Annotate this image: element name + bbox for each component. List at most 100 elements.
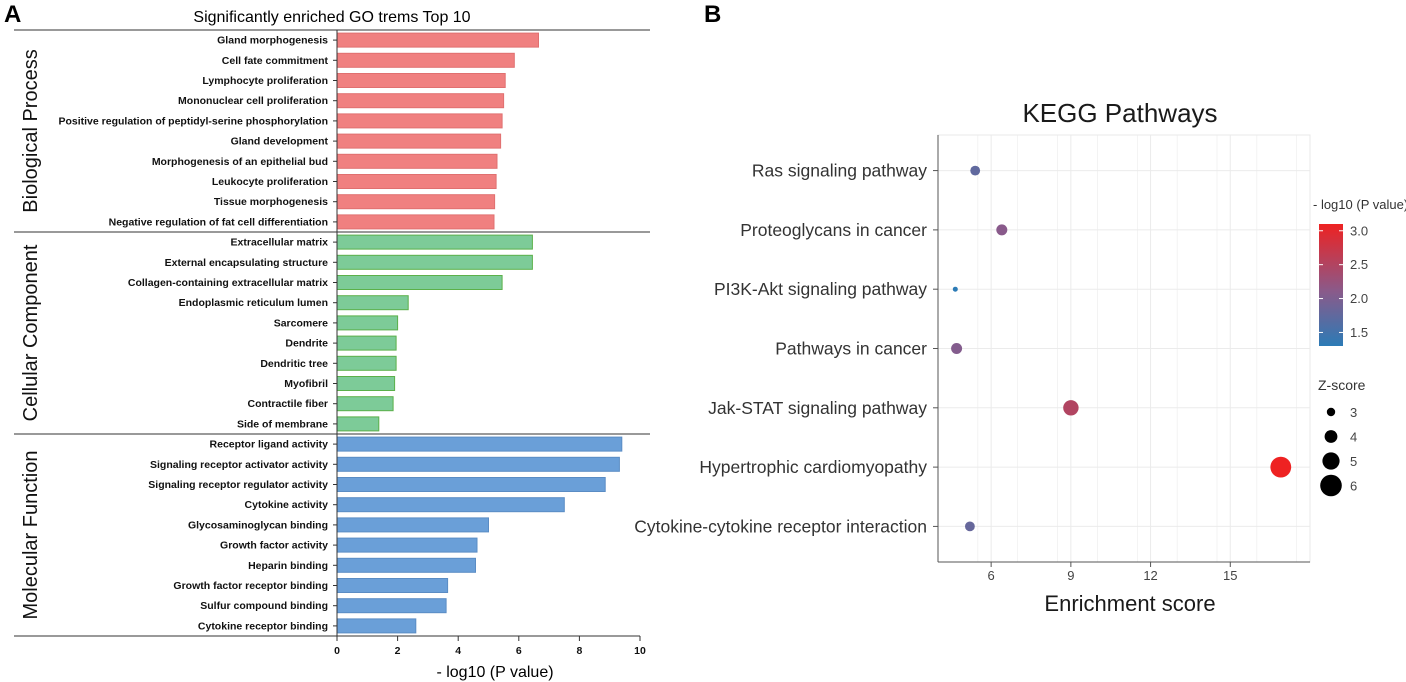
go-category-label: Myofibril bbox=[284, 378, 328, 390]
go-bar bbox=[336, 598, 447, 614]
go-bar bbox=[336, 52, 515, 68]
go-x-ticks: 0 2 4 6 8 10 bbox=[334, 636, 646, 657]
go-group-labels: Biological Process Cellular Component Mole… bbox=[20, 49, 42, 619]
go-category-label: Sulfur compound binding bbox=[200, 600, 328, 612]
size-legend-circle bbox=[1322, 452, 1340, 470]
kegg-point bbox=[970, 165, 981, 176]
go-category-label: Receptor ligand activity bbox=[210, 439, 329, 451]
kegg-point bbox=[951, 343, 963, 354]
go-bar bbox=[336, 578, 449, 593]
go-x-tick-label: 2 bbox=[395, 645, 401, 657]
kegg-pathway-labels: Ras signaling pathway Proteoglycans in ca… bbox=[634, 161, 938, 536]
go-chart-title: Significantly enriched GO trems Top 10 bbox=[193, 9, 470, 26]
kegg-point bbox=[1063, 400, 1079, 416]
color-legend-tick-label: 2.0 bbox=[1350, 291, 1368, 306]
go-bar bbox=[336, 497, 565, 513]
go-category-label: Collagen-containing extracellular matrix bbox=[128, 277, 328, 289]
kegg-point bbox=[996, 224, 1008, 236]
go-category-label: Gland morphogenesis bbox=[217, 35, 328, 47]
kegg-pathway-label: Jak-STAT signaling pathway bbox=[708, 398, 927, 418]
go-category-label: Signaling receptor regulator activity bbox=[148, 479, 328, 491]
go-bar bbox=[336, 517, 489, 533]
go-bar bbox=[336, 416, 380, 432]
go-bar bbox=[336, 436, 623, 452]
color-legend-tick-label: 1.5 bbox=[1350, 325, 1368, 340]
go-x-tick-label: 0 bbox=[334, 645, 340, 657]
go-category-label: Signaling receptor activator activity bbox=[150, 459, 328, 471]
go-x-tick-label: 10 bbox=[634, 645, 646, 657]
go-category-label: Cytokine activity bbox=[245, 499, 329, 511]
size-legend-label: 4 bbox=[1350, 430, 1357, 445]
kegg-point bbox=[952, 286, 958, 292]
kegg-points bbox=[951, 165, 1292, 532]
go-bar bbox=[336, 355, 397, 371]
go-category-label: Growth factor receptor binding bbox=[173, 580, 328, 592]
go-bar bbox=[336, 113, 503, 129]
size-legend-label: 3 bbox=[1350, 405, 1357, 420]
go-category-label: Mononuclear cell proliferation bbox=[178, 95, 328, 107]
go-category-label: Contractile fiber bbox=[247, 398, 328, 410]
go-category-label: Cytokine receptor binding bbox=[198, 620, 328, 632]
go-category-label: Dendrite bbox=[285, 338, 328, 350]
go-bar bbox=[336, 133, 502, 149]
go-category-label: Growth factor activity bbox=[220, 540, 328, 552]
kegg-point bbox=[1270, 456, 1292, 478]
go-category-label: Sarcomere bbox=[274, 317, 328, 329]
kegg-x-tick-label: 9 bbox=[1067, 568, 1074, 583]
size-legend-items: 3 4 5 6 bbox=[1320, 405, 1357, 497]
go-bar bbox=[336, 194, 496, 210]
panel-a-letter: A bbox=[4, 1, 21, 28]
go-group-separators bbox=[14, 29, 650, 637]
go-category-label: Negative regulation of fat cell differen… bbox=[109, 216, 328, 228]
size-legend-title: Z-score bbox=[1318, 377, 1366, 393]
go-category-labels: Gland morphogenesis Cell fate commitment L… bbox=[58, 35, 337, 632]
color-legend-bar bbox=[1319, 224, 1343, 346]
size-legend-label: 5 bbox=[1350, 454, 1357, 469]
kegg-pathway-label: Cytokine-cytokine receptor interaction bbox=[634, 516, 927, 536]
size-legend-circle bbox=[1326, 407, 1336, 417]
go-bar bbox=[336, 174, 497, 189]
go-bar bbox=[336, 618, 417, 634]
go-category-label: Leukocyte proliferation bbox=[212, 176, 328, 188]
go-bar bbox=[336, 153, 498, 169]
kegg-pathway-label: PI3K-Akt signaling pathway bbox=[714, 279, 927, 299]
go-bar bbox=[336, 32, 539, 48]
kegg-pathway-label: Proteoglycans in cancer bbox=[740, 220, 927, 240]
go-bar bbox=[336, 537, 478, 553]
go-x-axis-label: - log10 (P value) bbox=[436, 664, 553, 681]
kegg-x-tick-label: 6 bbox=[988, 568, 995, 583]
panel-b-letter: B bbox=[704, 1, 721, 28]
kegg-pathway-label: Hypertrophic cardiomyopathy bbox=[699, 457, 927, 477]
kegg-pathway-label: Ras signaling pathway bbox=[752, 161, 927, 181]
go-bar bbox=[336, 254, 533, 270]
go-bar bbox=[336, 234, 533, 250]
go-category-label: Dendritic tree bbox=[260, 358, 328, 370]
kegg-chart-title: KEGG Pathways bbox=[1022, 98, 1217, 128]
size-legend-circle bbox=[1320, 474, 1342, 497]
go-bar bbox=[336, 376, 396, 391]
go-category-label: Positive regulation of peptidyl-serine p… bbox=[58, 115, 328, 127]
go-bar bbox=[336, 456, 620, 472]
go-bar bbox=[336, 295, 409, 311]
go-bar bbox=[336, 214, 495, 230]
panel-b: B KEGG Pathways Ras signaling pathway Pro… bbox=[634, 1, 1406, 616]
go-bar bbox=[336, 93, 505, 109]
go-x-tick-label: 6 bbox=[516, 645, 522, 657]
go-bar bbox=[336, 557, 476, 573]
go-bar bbox=[336, 73, 506, 88]
go-category-label: Morphogenesis of an epithelial bud bbox=[152, 156, 328, 168]
go-category-label: Side of membrane bbox=[237, 418, 328, 430]
go-category-label: External encapsulating structure bbox=[165, 257, 329, 269]
panel-a: A Significantly enriched GO trems Top 10… bbox=[4, 1, 650, 681]
go-bars bbox=[336, 32, 623, 634]
go-x-tick-label: 8 bbox=[576, 645, 582, 657]
size-legend-label: 6 bbox=[1350, 479, 1357, 494]
go-category-label: Cell fate commitment bbox=[222, 55, 329, 67]
go-category-label: Endoplasmic reticulum lumen bbox=[179, 297, 328, 309]
kegg-pathway-label: Pathways in cancer bbox=[775, 339, 927, 359]
go-bar bbox=[336, 275, 503, 290]
kegg-x-tick-label: 12 bbox=[1143, 568, 1157, 583]
go-x-tick-label: 4 bbox=[455, 645, 461, 657]
go-category-label: Lymphocyte proliferation bbox=[202, 75, 328, 87]
